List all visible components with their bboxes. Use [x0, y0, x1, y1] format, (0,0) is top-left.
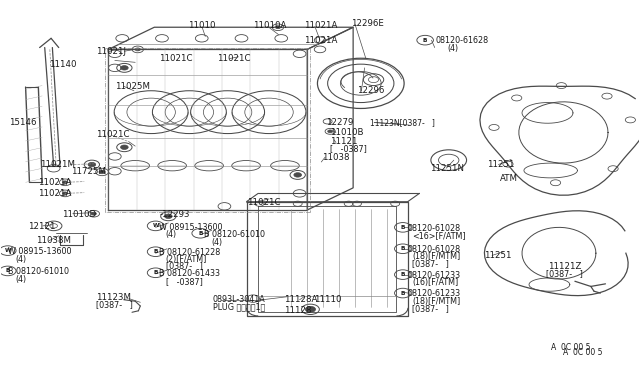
- Text: [   -0387]: [ -0387]: [330, 145, 367, 154]
- Circle shape: [305, 307, 316, 312]
- Text: 11021A: 11021A: [38, 178, 72, 187]
- Text: (18)[F/MTM]: (18)[F/MTM]: [412, 297, 461, 306]
- Text: 11021A: 11021A: [38, 189, 72, 198]
- Text: -12293: -12293: [159, 210, 190, 219]
- Text: (4): (4): [447, 44, 459, 53]
- Text: B 08120-61010: B 08120-61010: [8, 267, 68, 276]
- Circle shape: [63, 181, 68, 184]
- Circle shape: [120, 65, 128, 70]
- Text: 08120-61028: 08120-61028: [408, 224, 461, 233]
- Text: (18)[F/MTM]: (18)[F/MTM]: [412, 252, 461, 262]
- Text: B: B: [423, 38, 428, 43]
- Text: B 08120-61228: B 08120-61228: [159, 248, 221, 257]
- Text: [0387-   ]: [0387- ]: [412, 259, 449, 268]
- Circle shape: [328, 130, 333, 133]
- Text: 11725M: 11725M: [72, 167, 106, 176]
- Circle shape: [99, 170, 105, 174]
- Text: W: W: [152, 223, 159, 228]
- Circle shape: [92, 212, 97, 215]
- Text: (4): (4): [166, 230, 177, 239]
- Text: B: B: [401, 246, 405, 251]
- Text: B: B: [401, 272, 405, 277]
- Text: 11123N[0387-   ]: 11123N[0387- ]: [370, 118, 435, 127]
- Text: 12296: 12296: [357, 86, 385, 94]
- Text: B: B: [401, 291, 405, 296]
- Text: 11121: 11121: [330, 137, 357, 146]
- Text: B: B: [154, 249, 158, 254]
- Text: 11251: 11251: [484, 251, 512, 260]
- Text: (2)[F/ATM]: (2)[F/ATM]: [166, 254, 207, 264]
- Text: 11128A: 11128A: [284, 295, 317, 304]
- Circle shape: [164, 214, 172, 218]
- Text: [0387-   ]: [0387- ]: [166, 261, 203, 270]
- Text: 11251: 11251: [487, 160, 515, 169]
- Text: 08120-61233: 08120-61233: [408, 271, 461, 280]
- Text: W 08915-13600: W 08915-13600: [8, 247, 71, 256]
- Text: [0387-   ]: [0387- ]: [546, 269, 583, 278]
- Circle shape: [294, 173, 301, 177]
- Text: 11010A: 11010A: [253, 21, 287, 30]
- Text: 11010D: 11010D: [62, 210, 96, 219]
- Text: 08120-61628: 08120-61628: [436, 36, 489, 45]
- Text: <16>[F/ATM]: <16>[F/ATM]: [412, 231, 466, 240]
- Text: 11121Z: 11121Z: [548, 262, 582, 271]
- Text: 15146: 15146: [9, 118, 36, 127]
- Text: A  0C 00 5: A 0C 00 5: [563, 349, 603, 357]
- Text: B 08120-61433: B 08120-61433: [159, 269, 220, 278]
- Text: W 08915-13600: W 08915-13600: [159, 223, 223, 232]
- Text: 12296E: 12296E: [351, 19, 383, 28]
- Text: 11021C: 11021C: [246, 198, 280, 207]
- Text: 11038: 11038: [322, 153, 349, 162]
- Circle shape: [120, 145, 128, 150]
- Text: 12121: 12121: [28, 222, 56, 231]
- Circle shape: [63, 192, 68, 195]
- Text: ATM: ATM: [500, 174, 518, 183]
- Text: PLUG プラグ（1）: PLUG プラグ（1）: [213, 302, 265, 312]
- Text: (4): (4): [15, 254, 26, 264]
- Text: W: W: [4, 248, 11, 253]
- Text: 11110: 11110: [314, 295, 341, 304]
- Text: (4): (4): [212, 238, 223, 247]
- Text: 11021A: 11021A: [304, 36, 337, 45]
- Text: 0893L-3041A: 0893L-3041A: [213, 295, 266, 304]
- Text: 12279: 12279: [326, 118, 354, 127]
- Text: (16)[F/ATM]: (16)[F/ATM]: [412, 278, 459, 287]
- Text: 11025M: 11025M: [115, 82, 150, 91]
- Text: 11038M: 11038M: [36, 236, 72, 245]
- Text: 11021C: 11021C: [217, 54, 250, 63]
- Text: 11021A: 11021A: [304, 21, 337, 30]
- Circle shape: [135, 48, 140, 51]
- Text: B: B: [198, 231, 202, 236]
- Text: B 08120-61010: B 08120-61010: [204, 230, 265, 239]
- Text: 11021C: 11021C: [96, 130, 129, 139]
- Text: B: B: [6, 269, 10, 273]
- Text: (4): (4): [15, 275, 26, 283]
- Text: 11021J: 11021J: [96, 47, 125, 56]
- Text: 11010B: 11010B: [330, 128, 363, 137]
- Text: B: B: [154, 270, 158, 275]
- Text: 11123M: 11123M: [96, 293, 131, 302]
- Text: 11128: 11128: [284, 306, 311, 315]
- Text: [   -0387]: [ -0387]: [166, 277, 203, 286]
- Circle shape: [275, 26, 280, 29]
- Text: 11140: 11140: [49, 60, 77, 70]
- Text: [0387-   ]: [0387- ]: [96, 300, 132, 310]
- Text: 11251N: 11251N: [429, 164, 463, 173]
- Text: B: B: [401, 225, 405, 230]
- Text: 11021M: 11021M: [40, 160, 75, 169]
- Text: [0387-   ]: [0387- ]: [412, 304, 449, 313]
- Text: 11010: 11010: [188, 21, 216, 30]
- Circle shape: [88, 162, 96, 167]
- Text: 11021C: 11021C: [159, 54, 193, 63]
- Text: 08120-61233: 08120-61233: [408, 289, 461, 298]
- Text: A  0C 00 5: A 0C 00 5: [550, 343, 590, 352]
- Text: 08120-61028: 08120-61028: [408, 245, 461, 254]
